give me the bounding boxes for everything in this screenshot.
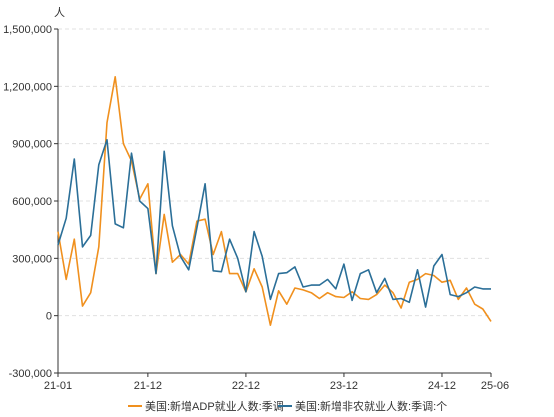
series-line-2 (57, 139, 491, 308)
y-tick-label: 900,000 (12, 139, 52, 151)
y-tick-label: 1,500,000 (3, 24, 52, 36)
legend-label: 美国:新增非农就业人数:季调:个 (295, 399, 447, 413)
y-axis-ticks: -300,000 0 300,000 600,000 900,000 1,200,000 1… (3, 24, 58, 380)
x-tick-label: 24-12 (428, 380, 456, 392)
x-tick-label: 23-12 (330, 380, 358, 392)
y-tick-label: 0 (46, 311, 52, 323)
series-lines (57, 76, 492, 327)
y-tick-label: 300,000 (12, 253, 52, 265)
x-tick-label: 25-06 (481, 380, 509, 392)
y-axis-unit-label: 人 (54, 6, 65, 19)
y-tick-label: 600,000 (12, 196, 52, 208)
legend: 美国:新增ADP就业人数:季调 美国:新增非农就业人数:季调:个 (128, 399, 447, 413)
x-axis-ticks: 21-01 21-12 22-12 23-12 24-12 25-06 (44, 373, 509, 392)
x-tick-label: 22-12 (232, 380, 260, 392)
x-tick-label: 21-12 (134, 380, 162, 392)
legend-label: 美国:新增ADP就业人数:季调 (145, 399, 284, 413)
x-tick-label: 21-01 (44, 380, 72, 392)
y-tick-label: 1,200,000 (3, 81, 52, 93)
gridlines (58, 28, 491, 317)
y-tick-label: -300,000 (9, 368, 52, 380)
